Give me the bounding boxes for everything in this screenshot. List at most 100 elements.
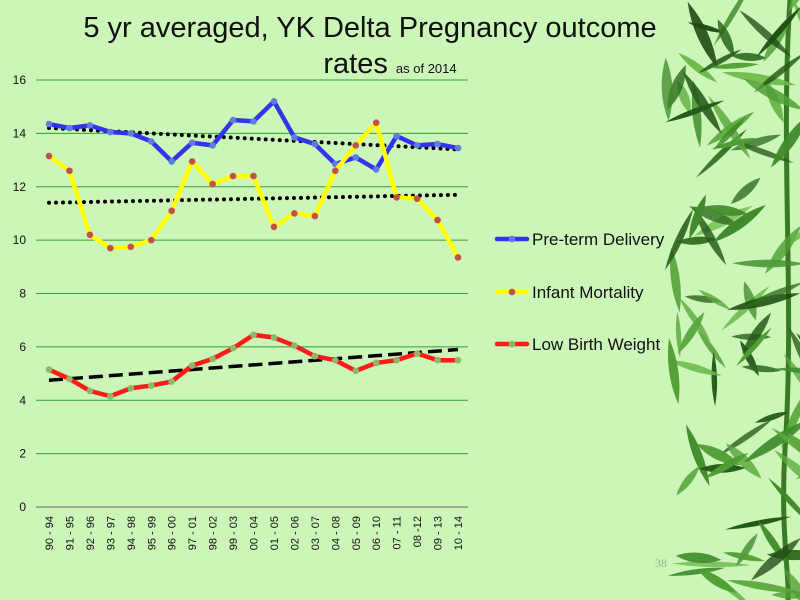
legend-marker: [508, 340, 516, 348]
data-point: [127, 243, 135, 251]
bamboo-leaf: [698, 289, 731, 310]
bamboo-leaf: [675, 552, 722, 564]
bamboo-leaf: [667, 567, 726, 576]
bamboo-leaf: [739, 10, 792, 58]
bamboo-leaf: [713, 117, 746, 151]
bamboo-leaf: [788, 0, 800, 12]
legend-marker: [508, 235, 516, 243]
bamboo-leaf: [754, 411, 789, 423]
x-tick-label: 01 - 05: [269, 516, 281, 550]
bamboo-leaf: [667, 338, 680, 405]
bamboo-leaf: [768, 477, 800, 527]
x-tick-label: 92 - 96: [85, 516, 97, 550]
bamboo-leaf: [741, 365, 782, 373]
bamboo-leaf: [756, 6, 800, 58]
data-point: [45, 120, 53, 128]
bamboo-leaf: [743, 419, 800, 463]
x-tick-label: 00 - 04: [249, 516, 261, 550]
bamboo-leaf: [739, 282, 800, 310]
y-tick-label: 8: [19, 287, 26, 301]
title-line1: 5 yr averaged, YK Delta Pregnancy outcom…: [83, 12, 657, 44]
data-point: [332, 167, 339, 175]
bamboo-leaf: [685, 424, 710, 487]
x-tick-label: 93 - 97: [105, 516, 117, 550]
data-point: [434, 216, 441, 224]
data-point: [86, 122, 94, 129]
legend-label: Low Birth Weight: [532, 335, 660, 354]
data-point: [352, 154, 360, 161]
bamboo-leaf: [670, 247, 681, 313]
bamboo-leaf: [677, 311, 705, 354]
y-tick-label: 4: [19, 393, 26, 407]
data-point: [250, 118, 257, 125]
bamboo-leaf: [730, 177, 761, 204]
data-point: [147, 382, 155, 389]
bamboo-leaf: [788, 327, 800, 398]
bamboo-leaf: [669, 360, 722, 376]
bamboo-leaf: [696, 328, 726, 369]
data-point: [372, 166, 380, 173]
legend-marker: [508, 288, 516, 296]
data-point: [311, 212, 319, 220]
bamboo-leaf: [711, 137, 757, 149]
bamboo-leaf: [793, 1, 800, 45]
data-point: [250, 331, 257, 339]
data-point: [209, 355, 216, 363]
bamboo-leaf: [702, 205, 748, 216]
data-point: [147, 138, 155, 145]
bamboo-leaf: [783, 353, 800, 398]
bamboo-leaf: [771, 591, 800, 599]
data-point: [393, 356, 400, 364]
y-tick-label: 2: [19, 447, 26, 461]
bamboo-leaf: [724, 516, 792, 530]
bamboo-leaf: [784, 568, 800, 600]
data-point: [454, 254, 462, 261]
bamboo-decoration: [661, 0, 800, 600]
bamboo-leaf: [713, 204, 766, 243]
data-point: [372, 119, 380, 126]
y-tick-label: 6: [19, 340, 26, 354]
bamboo-leaf: [687, 1, 718, 69]
x-tick-label: 02 - 06: [289, 516, 301, 550]
y-tick-label: 16: [13, 73, 27, 87]
data-point: [147, 236, 155, 244]
bamboo-leaf: [731, 52, 767, 61]
data-point: [66, 375, 73, 383]
bamboo-leaf: [771, 427, 800, 471]
bamboo-leaf: [775, 367, 800, 374]
bamboo-leaf: [744, 79, 800, 110]
legend-label: Pre-term Delivery: [532, 230, 665, 249]
x-tick-label: 09 - 13: [433, 516, 445, 550]
data-point: [188, 362, 196, 369]
bamboo-leaf: [771, 114, 800, 168]
data-point: [393, 132, 400, 140]
series-line: [46, 120, 461, 260]
data-point: [454, 356, 462, 364]
data-point: [270, 223, 278, 231]
data-point: [291, 134, 298, 141]
data-point: [413, 195, 421, 203]
data-point: [45, 152, 53, 160]
x-tick-label: 98 - 02: [208, 516, 220, 550]
title-note: as of 2014: [395, 61, 457, 76]
data-point: [107, 128, 114, 136]
data-point: [413, 142, 421, 149]
data-point: [393, 194, 400, 201]
bamboo-leaf: [678, 53, 718, 83]
data-point: [168, 207, 175, 215]
y-tick-label: 14: [13, 126, 27, 140]
bamboo-leaf: [698, 49, 742, 74]
bamboo-leaf: [711, 351, 718, 407]
x-tick-label: 96 - 00: [167, 516, 179, 550]
page-number: 38: [655, 556, 667, 570]
data-point: [229, 344, 237, 352]
bamboo-leaf: [671, 561, 751, 568]
bamboo-leaf: [676, 465, 700, 496]
legend-label: Infant Mortality: [532, 283, 644, 302]
data-point: [291, 342, 298, 349]
bamboo-leaf: [689, 194, 706, 239]
data-point: [168, 378, 175, 385]
bamboo-leaf: [726, 580, 800, 593]
